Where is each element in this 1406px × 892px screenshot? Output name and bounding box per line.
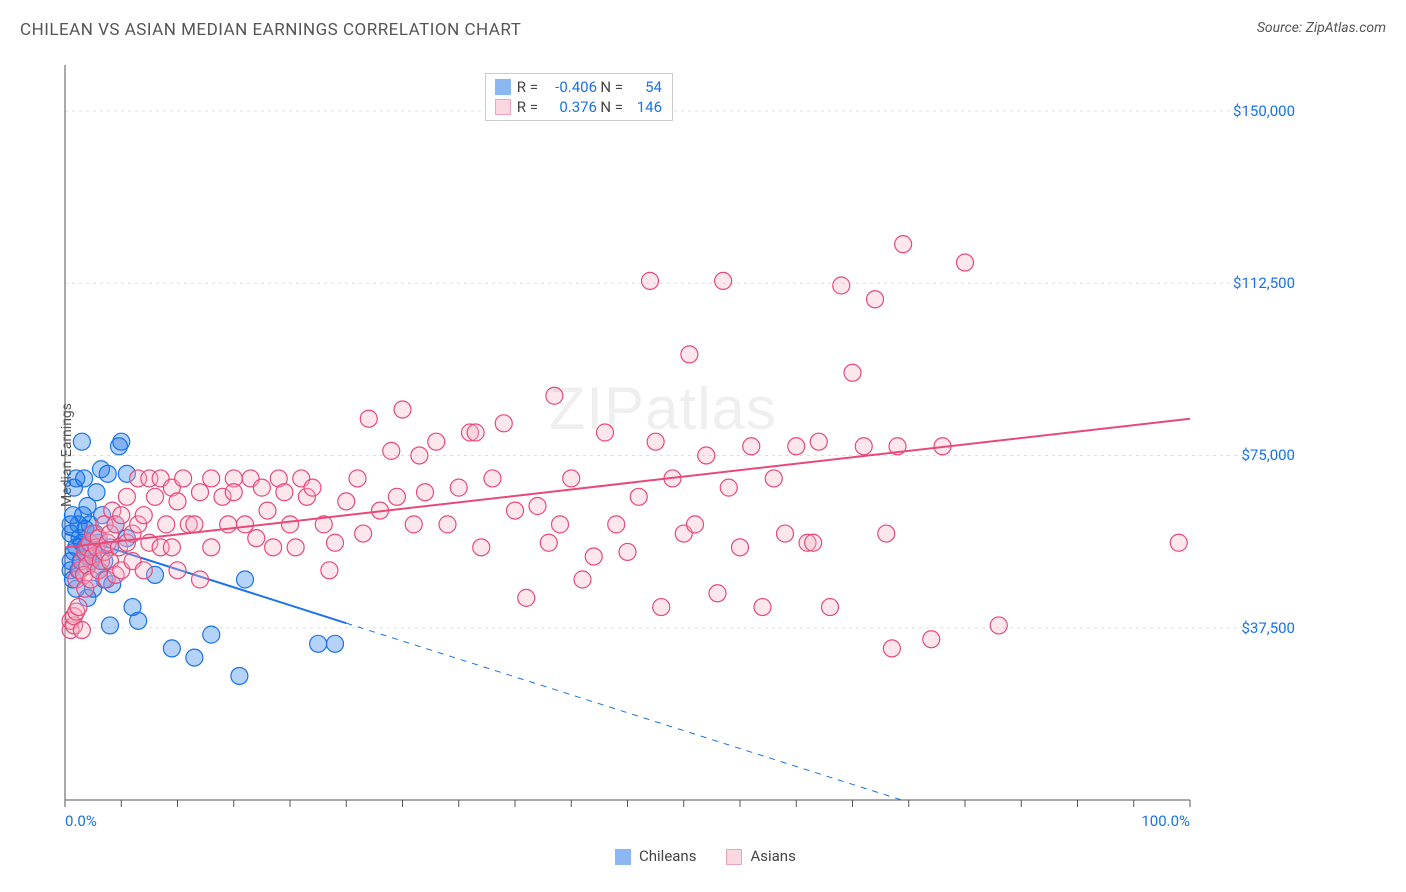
source-link[interactable]: ZipAtlas.com	[1306, 20, 1386, 36]
chart-title: CHILEAN VS ASIAN MEDIAN EARNINGS CORRELA…	[20, 20, 521, 40]
legend-swatch	[726, 849, 742, 865]
scatter-plot-svg	[55, 65, 1295, 835]
stat-value-n: 146	[627, 98, 662, 116]
stat-label-r: R =	[514, 78, 542, 96]
y-tick-label: $112,500	[1233, 274, 1295, 292]
stats-legend: R =-0.406N =54 R =0.376N =146	[485, 73, 673, 121]
y-tick-label: $75,000	[1241, 446, 1295, 464]
x-tick-label: 100.0%	[1141, 812, 1190, 830]
chart-area: Median Earnings $37,500$75,000$112,500$1…	[55, 55, 1385, 855]
legend-swatch	[495, 99, 511, 115]
series-legend: Chileans Asians	[615, 847, 796, 865]
legend-label: Asians	[750, 847, 795, 865]
source-attribution: Source: ZipAtlas.com	[1257, 20, 1386, 36]
x-tick-label: 0.0%	[65, 812, 97, 830]
source-prefix: Source:	[1257, 20, 1306, 36]
y-tick-label: $37,500	[1241, 619, 1295, 637]
y-tick-label: $150,000	[1233, 102, 1295, 120]
stat-label-n: N =	[597, 78, 627, 96]
legend-label: Chileans	[639, 847, 696, 865]
legend-item: Chileans	[615, 847, 696, 865]
legend-item: Asians	[726, 847, 795, 865]
stat-label-r: R =	[514, 98, 542, 116]
stat-value-n: 54	[627, 78, 662, 96]
stat-value-r: -0.406	[542, 78, 597, 96]
stat-label-n: N =	[597, 98, 627, 116]
legend-swatch	[615, 849, 631, 865]
legend-swatch	[495, 79, 511, 95]
stat-value-r: 0.376	[542, 98, 597, 116]
